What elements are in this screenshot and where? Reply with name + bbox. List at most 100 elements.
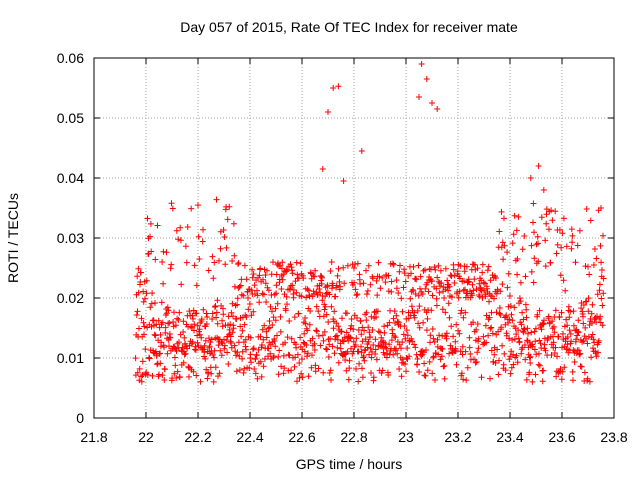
data-point xyxy=(444,277,451,284)
data-point xyxy=(404,332,411,339)
data-point xyxy=(177,237,184,244)
data-point xyxy=(560,330,566,337)
data-point xyxy=(530,200,537,207)
data-point xyxy=(446,314,453,321)
data-point xyxy=(454,268,461,275)
data-point xyxy=(580,313,586,320)
data-point xyxy=(432,266,439,273)
data-point xyxy=(528,268,535,275)
data-point xyxy=(559,368,566,375)
data-point xyxy=(536,350,542,357)
data-point xyxy=(158,299,165,306)
data-point xyxy=(400,331,407,338)
data-point xyxy=(263,328,270,335)
data-point xyxy=(422,285,429,292)
data-point xyxy=(558,309,565,316)
data-point xyxy=(173,375,180,381)
data-point xyxy=(510,231,517,238)
data-point xyxy=(529,378,536,385)
data-point xyxy=(435,351,442,358)
data-point xyxy=(447,342,454,349)
data-point xyxy=(360,353,367,359)
data-point xyxy=(433,285,440,292)
data-point xyxy=(167,265,174,272)
data-point xyxy=(273,282,280,289)
data-point xyxy=(210,378,217,385)
data-point xyxy=(542,237,549,244)
data-point xyxy=(559,230,566,237)
data-point xyxy=(138,378,145,385)
data-point xyxy=(246,301,253,307)
data-point xyxy=(354,291,361,298)
data-point xyxy=(202,355,209,362)
data-point xyxy=(342,357,349,363)
data-point xyxy=(330,325,337,332)
data-point xyxy=(176,339,182,346)
data-point xyxy=(507,370,514,377)
data-point xyxy=(303,294,310,301)
data-point xyxy=(506,293,513,299)
data-point xyxy=(227,321,234,328)
data-point xyxy=(152,332,159,339)
data-point xyxy=(533,241,540,248)
data-point xyxy=(347,334,354,341)
data-point xyxy=(594,291,601,298)
data-point xyxy=(243,314,250,320)
data-point xyxy=(597,242,604,249)
data-point xyxy=(360,354,367,361)
data-point xyxy=(534,311,541,318)
data-point xyxy=(165,307,172,314)
data-point xyxy=(522,273,529,280)
data-point xyxy=(578,363,585,370)
data-point xyxy=(476,280,483,287)
data-point xyxy=(213,309,220,316)
data-point xyxy=(293,259,300,266)
data-point xyxy=(263,299,270,305)
data-point xyxy=(200,306,207,313)
data-point xyxy=(531,255,538,262)
data-point xyxy=(223,337,230,344)
data-point xyxy=(147,233,153,240)
x-tick-label: 22.6 xyxy=(288,429,315,445)
data-point xyxy=(182,243,189,250)
x-tick-label: 22.8 xyxy=(340,429,367,445)
data-point xyxy=(411,314,418,321)
data-point xyxy=(272,343,279,350)
data-point xyxy=(311,340,318,347)
data-point xyxy=(549,325,556,332)
data-point xyxy=(190,315,196,322)
data-point xyxy=(338,328,345,335)
data-point xyxy=(231,342,238,349)
data-point xyxy=(408,303,415,310)
data-point xyxy=(389,260,396,267)
data-point xyxy=(457,310,464,317)
data-point xyxy=(242,336,249,343)
data-point xyxy=(386,341,393,348)
data-point xyxy=(209,310,216,317)
data-point xyxy=(427,332,434,339)
data-point xyxy=(302,320,309,327)
data-point xyxy=(506,316,513,323)
data-point xyxy=(308,364,315,371)
data-point xyxy=(535,163,542,169)
data-point xyxy=(353,292,360,299)
data-point xyxy=(556,226,563,233)
data-point xyxy=(305,373,312,380)
data-point xyxy=(203,310,210,317)
data-point xyxy=(216,257,222,264)
data-point xyxy=(267,350,274,357)
data-point xyxy=(479,269,486,276)
data-point xyxy=(141,323,148,330)
data-point xyxy=(322,303,329,310)
data-point xyxy=(398,373,405,380)
data-point xyxy=(174,315,181,322)
data-point xyxy=(289,267,295,274)
data-point xyxy=(448,294,455,301)
data-point xyxy=(162,324,169,331)
x-tick-label: 23.2 xyxy=(444,429,471,445)
data-point xyxy=(219,323,226,330)
data-point xyxy=(511,336,518,343)
x-tick-label: 23.4 xyxy=(496,429,523,445)
data-point xyxy=(238,276,245,283)
y-tick-label: 0.05 xyxy=(57,110,84,126)
